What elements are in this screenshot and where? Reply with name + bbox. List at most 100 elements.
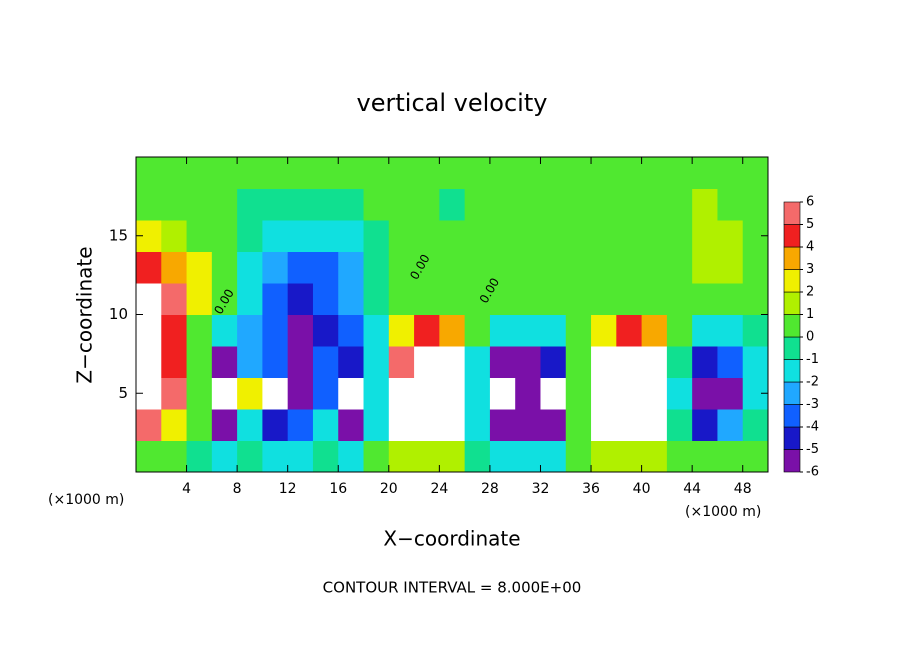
x-tick-label: 4 bbox=[182, 481, 191, 497]
cell bbox=[363, 157, 390, 189]
cell bbox=[489, 377, 516, 410]
colorbar-label: -2 bbox=[806, 375, 819, 390]
y-tick-label: 5 bbox=[118, 384, 128, 402]
cell bbox=[414, 440, 440, 472]
cell bbox=[136, 283, 162, 315]
cell bbox=[717, 220, 744, 252]
cell bbox=[414, 377, 440, 410]
cell bbox=[262, 440, 289, 472]
x-tick-label: 44 bbox=[683, 481, 701, 497]
colorbar-band bbox=[783, 269, 801, 293]
cell bbox=[287, 440, 314, 472]
cell bbox=[161, 440, 188, 472]
cell bbox=[515, 346, 541, 378]
cell bbox=[136, 440, 162, 472]
cell bbox=[388, 314, 415, 347]
cell bbox=[287, 377, 314, 410]
cell bbox=[717, 283, 744, 315]
cell bbox=[616, 157, 643, 189]
x-tick-label: 24 bbox=[430, 481, 448, 497]
cell bbox=[692, 283, 718, 315]
cell bbox=[363, 409, 390, 441]
cell bbox=[414, 409, 440, 441]
cell bbox=[540, 314, 567, 347]
cell bbox=[414, 283, 440, 315]
cell bbox=[161, 314, 188, 347]
cell bbox=[616, 440, 643, 472]
cell bbox=[338, 440, 365, 472]
cell bbox=[439, 346, 466, 378]
x-tick-label: 36 bbox=[582, 481, 600, 497]
cell bbox=[666, 220, 693, 252]
cell bbox=[287, 346, 314, 378]
colorbar-band bbox=[783, 381, 801, 405]
cell bbox=[287, 409, 314, 441]
cell bbox=[262, 346, 289, 378]
cell bbox=[414, 251, 440, 284]
cell bbox=[262, 188, 289, 221]
cell bbox=[540, 409, 567, 441]
cell bbox=[489, 440, 516, 472]
cell bbox=[186, 440, 213, 472]
cell bbox=[161, 283, 188, 315]
cell bbox=[616, 188, 643, 221]
cell bbox=[312, 314, 339, 347]
colorbar-band bbox=[783, 426, 801, 450]
colorbar-band bbox=[783, 404, 801, 428]
cell bbox=[363, 377, 390, 410]
cell bbox=[312, 220, 339, 252]
cell bbox=[565, 283, 592, 315]
cell bbox=[565, 346, 592, 378]
cell bbox=[565, 157, 592, 189]
cell bbox=[616, 346, 643, 378]
cell bbox=[287, 220, 314, 252]
cell bbox=[515, 283, 541, 315]
cell bbox=[161, 409, 188, 441]
cell bbox=[287, 188, 314, 221]
cell bbox=[464, 440, 491, 472]
cell bbox=[565, 220, 592, 252]
colorbar-label: 4 bbox=[806, 240, 814, 255]
cell bbox=[388, 251, 415, 284]
cell bbox=[717, 409, 744, 441]
cell bbox=[591, 251, 617, 284]
colorbar-label: -5 bbox=[806, 442, 819, 457]
cell bbox=[186, 188, 213, 221]
cell bbox=[262, 283, 289, 315]
colorbar-band bbox=[783, 336, 801, 360]
cell bbox=[717, 157, 744, 189]
cell bbox=[717, 440, 744, 472]
x-tick-label: 32 bbox=[532, 481, 550, 497]
cell bbox=[237, 157, 263, 189]
cell bbox=[161, 377, 188, 410]
cell bbox=[464, 377, 491, 410]
cell bbox=[211, 188, 238, 221]
field bbox=[136, 157, 768, 472]
cell bbox=[161, 188, 188, 221]
cell bbox=[388, 409, 415, 441]
cell bbox=[211, 157, 238, 189]
cell bbox=[312, 251, 339, 284]
cell bbox=[742, 409, 768, 441]
cell bbox=[211, 283, 238, 315]
cell bbox=[186, 377, 213, 410]
cell bbox=[489, 314, 516, 347]
cell bbox=[161, 251, 188, 284]
cell bbox=[515, 157, 541, 189]
x-tick-label: 48 bbox=[734, 481, 752, 497]
cell bbox=[338, 377, 365, 410]
cell bbox=[489, 409, 516, 441]
cell bbox=[312, 283, 339, 315]
cell bbox=[641, 283, 668, 315]
cell bbox=[211, 409, 238, 441]
cell bbox=[186, 157, 213, 189]
cell bbox=[692, 188, 718, 221]
cell bbox=[641, 220, 668, 252]
cell bbox=[363, 314, 390, 347]
cell bbox=[540, 220, 567, 252]
cell bbox=[464, 346, 491, 378]
cell bbox=[591, 314, 617, 347]
cell bbox=[363, 283, 390, 315]
